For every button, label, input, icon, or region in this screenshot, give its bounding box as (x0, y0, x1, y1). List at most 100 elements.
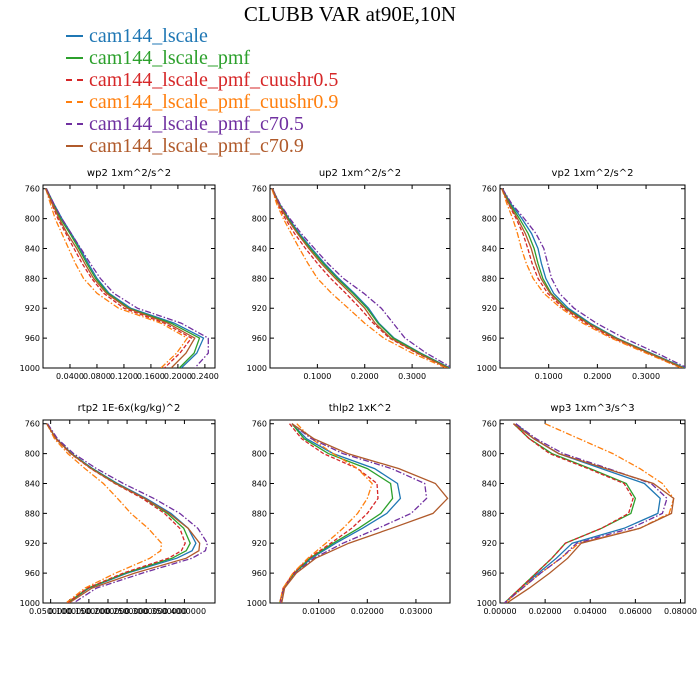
x-tick-label: 0.1200 (110, 372, 138, 381)
series-line (279, 423, 394, 603)
series-line (501, 188, 682, 368)
y-tick-label: 840 (482, 244, 497, 253)
y-tick-label: 880 (252, 509, 267, 518)
plot-frame (42, 419, 216, 604)
subplot-title: rtp2 1E-6x(kg/kg)^2 (78, 403, 181, 414)
legend-label: cam144_lscale_pmf (89, 47, 251, 69)
x-tick-label: 0.1000 (303, 372, 331, 381)
series-line (45, 188, 209, 368)
series-line (280, 423, 428, 603)
series-line (279, 423, 373, 603)
y-tick-label: 920 (25, 304, 40, 313)
y-tick-label: 800 (25, 450, 40, 459)
series-line (271, 188, 450, 368)
subplot-title: vp2 1xm^2/s^2 (552, 168, 634, 179)
y-tick-label: 920 (252, 539, 267, 548)
y-tick-label: 1000 (20, 599, 40, 608)
series-line (47, 423, 209, 603)
series-line (504, 423, 668, 603)
legend-swatch (66, 35, 83, 37)
series-line (504, 423, 637, 603)
x-tick-label: 0.01000 (302, 607, 335, 616)
x-tick-label: 0.06000 (619, 607, 652, 616)
legend-swatch (66, 79, 83, 81)
series-line (271, 188, 447, 368)
series-line (501, 188, 685, 368)
x-tick-label: 0.04000 (574, 607, 607, 616)
x-tick-label: 0.1000000 (48, 607, 91, 616)
x-tick-label: 0.3000000 (125, 607, 168, 616)
y-tick-label: 880 (482, 274, 497, 283)
x-tick-label: 0.03000 (399, 607, 432, 616)
y-tick-label: 1000 (247, 364, 267, 373)
y-tick-label: 800 (482, 450, 497, 459)
series-line (46, 423, 163, 603)
y-tick-label: 1000 (247, 599, 267, 608)
series-line (45, 188, 193, 368)
y-tick-label: 960 (25, 569, 40, 578)
y-tick-label: 960 (482, 334, 497, 343)
x-tick-label: 0.2000000 (86, 607, 129, 616)
series-line (271, 188, 450, 368)
x-tick-label: 0.2500000 (105, 607, 148, 616)
y-tick-label: 920 (25, 539, 40, 548)
series-line (506, 423, 675, 603)
series-line (504, 423, 661, 603)
subplot-title: up2 1xm^2/s^2 (319, 168, 401, 179)
series-line (501, 188, 683, 368)
y-tick-label: 880 (25, 509, 40, 518)
subplot: vp2 1xm^2/s^2 760 800 840 880 920 960 1000 0.100… (477, 168, 686, 381)
y-tick-label: 760 (482, 420, 497, 429)
plot-frame (269, 419, 451, 604)
x-tick-label: 0.3000 (398, 372, 426, 381)
y-tick-label: 800 (482, 215, 497, 224)
subplot: up2 1xm^2/s^2 760 800 840 880 920 960 1000 0.100… (247, 168, 451, 381)
series-line (501, 188, 685, 368)
x-tick-label: 0.2400 (191, 372, 219, 381)
plot-frame (42, 184, 216, 369)
subplot-title: wp2 1xm^2/s^2 (87, 168, 171, 179)
y-tick-label: 1000 (20, 364, 40, 373)
legend-label: cam144_lscale_pmf_cuushr0.5 (89, 69, 339, 91)
series-line (279, 423, 379, 603)
x-tick-label: 0.1000 (535, 372, 563, 381)
x-tick-label: 0.3000 (632, 372, 660, 381)
series-line (46, 423, 201, 603)
y-tick-label: 800 (25, 215, 40, 224)
plot-frame (269, 184, 451, 369)
x-tick-label: 0.2000 (164, 372, 192, 381)
plot-frame (499, 184, 686, 369)
y-tick-label: 800 (252, 450, 267, 459)
y-tick-label: 760 (482, 185, 497, 194)
legend-swatch (66, 57, 83, 59)
series-line (501, 188, 684, 368)
subplot: wp2 1xm^2/s^2 760 800 840 880 920 960 1000 0.040… (20, 168, 219, 381)
series-line (46, 423, 197, 603)
y-tick-label: 920 (482, 539, 497, 548)
x-tick-label: 0.1500000 (67, 607, 110, 616)
legend-entry: cam144_lscale_pmf_cuushr0.5 (66, 69, 338, 91)
legend-label: cam144_lscale_pmf_c70.5 (89, 113, 304, 135)
plot-frame (499, 419, 686, 604)
legend-label: cam144_lscale (89, 25, 208, 47)
y-tick-label: 960 (252, 569, 267, 578)
x-tick-label: 0.1600 (137, 372, 165, 381)
legend-entry: cam144_lscale_pmf_c70.5 (66, 113, 338, 135)
series-line (271, 188, 448, 368)
y-tick-label: 1000 (477, 599, 497, 608)
subplot-title: thlp2 1xK^2 (329, 403, 392, 414)
y-tick-label: 960 (25, 334, 40, 343)
y-tick-label: 840 (25, 479, 40, 488)
y-tick-label: 760 (252, 185, 267, 194)
y-tick-label: 920 (252, 304, 267, 313)
y-tick-label: 960 (482, 569, 497, 578)
y-tick-label: 760 (25, 185, 40, 194)
legend-swatch (66, 145, 83, 147)
y-tick-label: 960 (252, 334, 267, 343)
x-tick-label: 0.0800 (83, 372, 111, 381)
series-line (501, 188, 685, 368)
legend-entry: cam144_lscale_pmf_c70.9 (66, 135, 338, 157)
series-line (45, 188, 201, 368)
legend-label: cam144_lscale_pmf_cuushr0.9 (89, 91, 339, 113)
